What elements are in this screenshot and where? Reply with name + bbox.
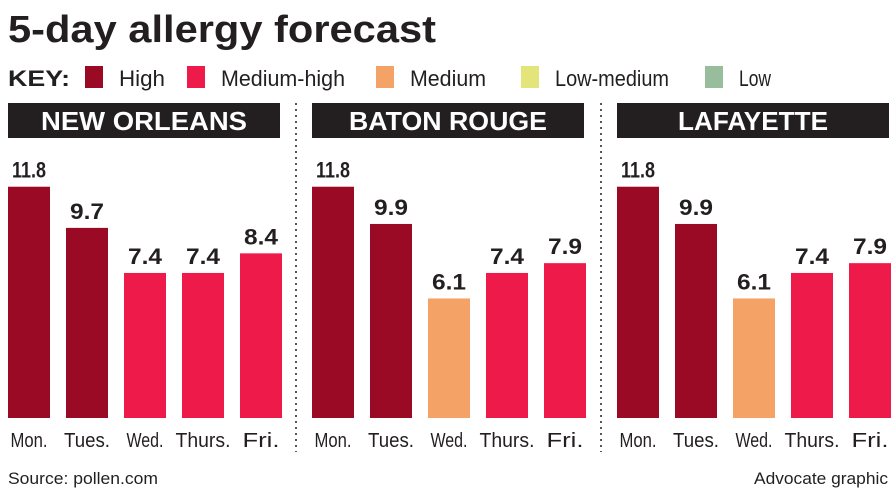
legend-swatch-medium-high [187, 66, 205, 88]
day-label: Wed. [431, 430, 468, 452]
bar [849, 263, 891, 418]
source-note: Source: pollen.com [8, 469, 158, 488]
value-label: 11.8 [316, 158, 350, 183]
panel-baton-rouge: BATON ROUGE 11.8 Mon. 9.9 Tues. 6.1 Wed. 7.4 Thu… [312, 103, 586, 452]
day-label: Tues. [64, 430, 110, 452]
panel-new-orleans: NEW ORLEANS 11.8 Mon. 9.7 Tues. 7.4 Wed. 7.4 Thu… [8, 103, 282, 452]
panel-header-bg [617, 103, 889, 138]
value-label: 7.4 [186, 244, 221, 269]
bar [428, 298, 470, 418]
value-label: 6.1 [737, 269, 771, 294]
bar [66, 227, 108, 418]
value-label: 11.8 [12, 158, 46, 183]
value-label: 7.4 [490, 244, 525, 269]
key-label: KEY: [8, 66, 70, 91]
bar [791, 272, 833, 418]
legend-label: Low-medium [555, 66, 669, 91]
legend-label: High [119, 66, 165, 91]
day-label: Fri. [547, 430, 584, 452]
chart-title: 5-day allergy forecast [8, 9, 436, 51]
bar [486, 272, 528, 418]
value-label: 7.9 [853, 234, 887, 259]
legend-swatch-low-medium [521, 66, 539, 88]
panel-title: NEW ORLEANS [41, 106, 247, 136]
value-label: 9.9 [679, 195, 713, 220]
panel-lafayette: LAFAYETTE 11.8 Mon. 9.9 Tues. 6.1 Wed. 7.4 Thurs… [617, 103, 891, 452]
bar [544, 263, 586, 418]
bar [312, 186, 354, 418]
value-label: 8.4 [244, 224, 279, 249]
panels: NEW ORLEANS 11.8 Mon. 9.7 Tues. 7.4 Wed. 7.4 Thu… [8, 103, 891, 452]
day-label: Mon. [11, 430, 48, 452]
value-label: 7.9 [548, 234, 582, 259]
panel-header-bg [312, 103, 584, 138]
day-label: Thurs. [480, 430, 535, 452]
bar [240, 253, 282, 418]
value-label: 7.4 [128, 244, 163, 269]
bar [8, 186, 50, 418]
bar [124, 272, 166, 418]
legend-label: Low [739, 66, 771, 91]
panel-title: LAFAYETTE [678, 106, 828, 136]
bar [617, 186, 659, 418]
bar [675, 223, 717, 418]
day-label: Fri. [243, 430, 280, 452]
day-label: Tues. [673, 430, 719, 452]
value-label: 9.9 [374, 195, 408, 220]
credit-note: Advocate graphic [754, 469, 888, 488]
day-label: Mon. [620, 430, 657, 452]
value-label: 9.7 [70, 199, 104, 224]
day-label: Wed. [127, 430, 164, 452]
bar [182, 272, 224, 418]
value-label: 6.1 [432, 269, 466, 294]
legend-swatch-medium [376, 66, 394, 88]
legend-label: Medium-high [221, 66, 345, 91]
value-label: 11.8 [621, 158, 655, 183]
panel-title: BATON ROUGE [349, 106, 547, 136]
legend: High Medium-high Medium Low-medium Low [85, 66, 771, 91]
legend-swatch-high [85, 66, 103, 88]
day-label: Wed. [736, 430, 773, 452]
legend-label: Medium [410, 66, 486, 91]
panel-header-bg [8, 103, 280, 138]
day-label: Thurs. [176, 430, 231, 452]
value-label: 7.4 [795, 244, 830, 269]
day-label: Tues. [368, 430, 414, 452]
day-label: Mon. [315, 430, 352, 452]
day-label: Fri. [852, 430, 889, 452]
bar [370, 223, 412, 418]
legend-swatch-low [705, 66, 723, 88]
day-label: Thurs. [785, 430, 840, 452]
bar [733, 298, 775, 418]
